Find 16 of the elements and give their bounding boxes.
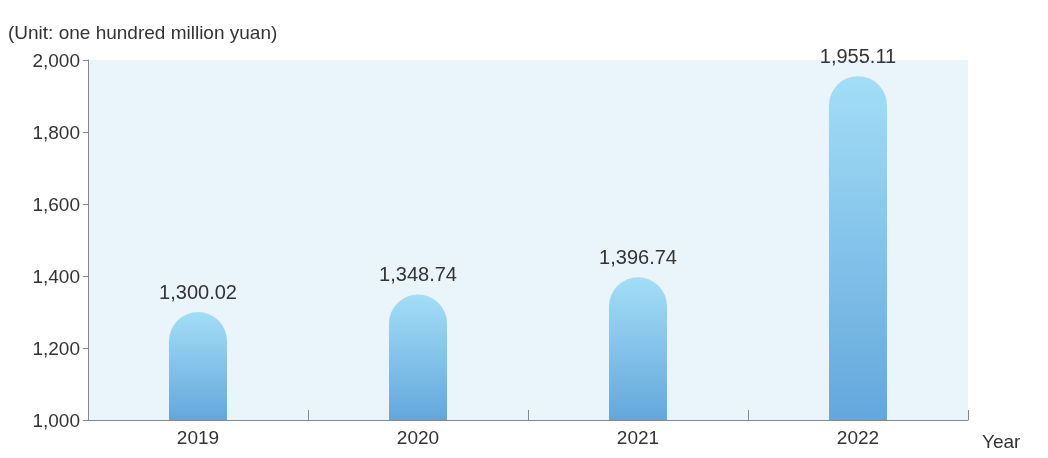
y-tick-label: 2,000 xyxy=(32,49,80,71)
data-label: 1,300.02 xyxy=(159,280,237,303)
x-axis-title: Year xyxy=(982,431,1022,452)
x-tick-label: 2021 xyxy=(616,427,660,448)
y-tick-label: 1,600 xyxy=(32,193,80,215)
x-tick-label: 2022 xyxy=(836,427,880,448)
y-axis-title: (Unit: one hundred million yuan) xyxy=(8,22,278,43)
data-label: 1,348.74 xyxy=(379,263,457,286)
data-label: 1,396.74 xyxy=(599,246,677,269)
x-tick-label: 2019 xyxy=(176,427,220,448)
y-tick-label: 1,400 xyxy=(32,265,80,287)
y-tick-label: 1,000 xyxy=(32,409,80,431)
y-tick-label: 1,800 xyxy=(32,121,80,143)
x-tick-label: 2020 xyxy=(396,427,440,448)
y-tick-label: 1,200 xyxy=(32,337,80,359)
data-label: 1,955.11 xyxy=(819,45,897,68)
